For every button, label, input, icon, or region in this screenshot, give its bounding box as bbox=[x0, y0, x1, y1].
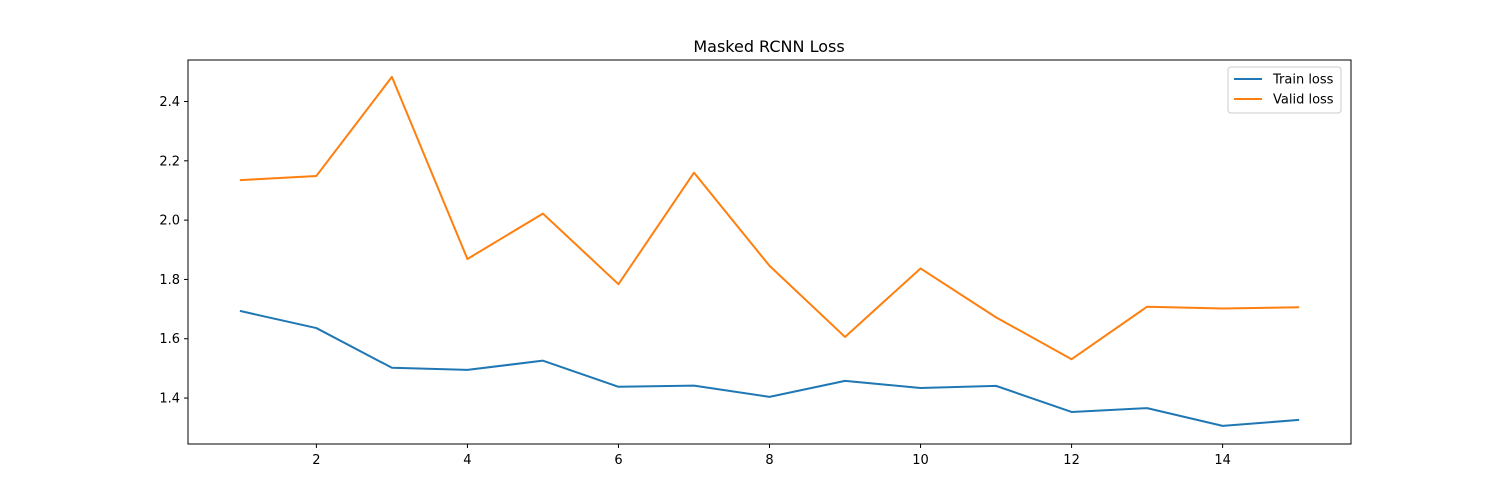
legend-label-valid-loss: Valid loss bbox=[1273, 93, 1334, 108]
y-tick-label: 2.4 bbox=[159, 95, 180, 110]
x-tick-label: 4 bbox=[463, 453, 471, 468]
legend: Train loss Valid loss bbox=[1227, 66, 1342, 114]
y-axis: 1.4 1.6 1.8 2.0 2.2 2.4 bbox=[159, 95, 188, 407]
y-tick-label: 2.0 bbox=[159, 214, 180, 229]
y-tick-label: 2.2 bbox=[159, 154, 180, 169]
x-tick-label: 10 bbox=[912, 453, 929, 468]
chart-title: Masked RCNN Loss bbox=[693, 37, 844, 56]
series-layer bbox=[239, 75, 1300, 427]
x-tick-label: 6 bbox=[614, 453, 622, 468]
y-tick-label: 1.8 bbox=[159, 273, 180, 288]
x-axis: 2 4 6 8 10 12 14 bbox=[312, 444, 1231, 468]
x-tick-label: 2 bbox=[312, 453, 320, 468]
x-tick-label: 8 bbox=[765, 453, 773, 468]
plot-frame bbox=[187, 59, 1352, 445]
series-line-valid-loss bbox=[239, 75, 1300, 361]
x-tick-label: 14 bbox=[1214, 453, 1231, 468]
x-tick-label: 12 bbox=[1063, 453, 1080, 468]
series-line-train-loss bbox=[239, 309, 1300, 427]
y-tick-label: 1.4 bbox=[159, 392, 180, 407]
y-tick-label: 1.6 bbox=[159, 332, 180, 347]
legend-label-train-loss: Train loss bbox=[1272, 73, 1334, 88]
